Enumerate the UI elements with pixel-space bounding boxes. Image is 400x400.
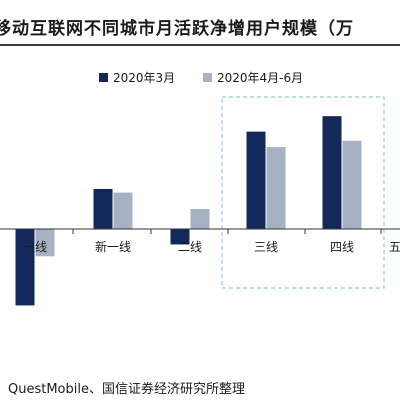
legend-label-series-1: 2020年3月 [113, 71, 176, 85]
legend-item-series-2: 2020年4月-6月 [203, 69, 303, 86]
category-label: 二线 [178, 240, 202, 254]
category-label: 五 [389, 240, 400, 254]
bar-s1-三线 [246, 131, 266, 229]
legend: 2020年3月 2020年4月-6月 [0, 69, 400, 85]
title-divider [0, 44, 400, 46]
category-label: 四线 [330, 240, 354, 254]
bar-s1-新一线 [93, 188, 113, 229]
bar-s2-四线 [342, 140, 362, 229]
bar-s1-四线 [322, 116, 342, 229]
category-label: 三线 [254, 240, 278, 254]
category-label: 新一线 [95, 239, 131, 254]
bar-s2-三线 [266, 147, 286, 229]
bar-s2-二线 [190, 208, 210, 229]
category-label: 一线 [23, 240, 47, 254]
source-note: QuestMobile、国信证券经济研究所整理 [8, 382, 245, 397]
bar-s2-新一线 [113, 192, 133, 229]
legend-label-series-2: 2020年4月-6月 [217, 71, 304, 85]
bar-s1-一线 [15, 229, 35, 306]
legend-item-series-1: 2020年3月 [99, 69, 175, 86]
bar-s1-二线 [170, 229, 190, 245]
chart-title: 移动互联网不同城市月活跃净增用户规模（万 [0, 19, 354, 39]
legend-swatch-series-1 [99, 73, 108, 82]
bar-s2-一线 [35, 229, 55, 257]
legend-swatch-series-2 [203, 73, 212, 82]
highlight-box [221, 96, 385, 289]
